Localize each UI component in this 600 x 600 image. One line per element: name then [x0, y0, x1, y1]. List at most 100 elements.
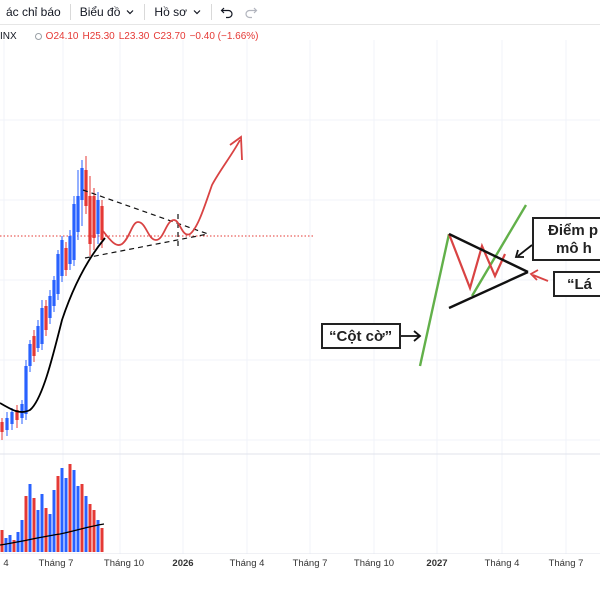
- indicators-label: ác chỉ báo: [6, 5, 61, 19]
- candle-body: [88, 196, 92, 244]
- breakout-point-label: Điểm p mô h: [532, 217, 600, 261]
- volume-bar: [68, 464, 72, 552]
- price-chart[interactable]: [0, 24, 600, 554]
- flag-pole-line: [418, 233, 451, 367]
- volume-bar: [76, 486, 80, 552]
- arrow-to-flag-icon: [529, 269, 549, 282]
- candle-body: [36, 326, 40, 348]
- candle-body: [20, 404, 24, 418]
- volume-bar: [12, 540, 16, 552]
- flag-label: “Lá: [553, 271, 600, 297]
- volume-bar: [64, 478, 68, 552]
- volume-bar: [40, 494, 44, 552]
- volume-ma-line: [0, 523, 105, 546]
- candle-body: [100, 206, 104, 240]
- chevron-down-icon: [193, 10, 201, 15]
- candle-body: [10, 412, 14, 424]
- candle-body: [28, 344, 32, 366]
- redo-icon: [245, 7, 258, 19]
- close-value: C23.70: [153, 31, 186, 42]
- x-axis-label: 4: [3, 558, 9, 569]
- profile-button[interactable]: Hồ sơ: [148, 1, 208, 23]
- undo-icon: [220, 7, 233, 19]
- candle-body: [84, 170, 88, 206]
- moving-average-line: [0, 237, 106, 413]
- toolbar-divider: [210, 4, 212, 20]
- indicators-button[interactable]: ác chỉ báo: [0, 1, 67, 23]
- flag-upper-line: [448, 232, 529, 274]
- x-axis-label: Tháng 4: [229, 558, 265, 569]
- top-toolbar: ác chỉ báo Biểu đồ Hồ sơ: [0, 0, 600, 25]
- volume-bar: [24, 496, 28, 552]
- x-axis-label: Tháng 10: [103, 558, 145, 569]
- volume-series: [0, 464, 104, 552]
- open-value: O24.10: [45, 31, 79, 42]
- volume-bar: [72, 470, 76, 552]
- candle-body: [0, 422, 4, 432]
- volume-bar: [4, 538, 8, 552]
- chevron-down-icon: [126, 10, 134, 15]
- pole-label: “Cột cờ”: [321, 323, 401, 349]
- volume-bar: [20, 520, 24, 552]
- toolbar-divider: [69, 4, 71, 20]
- candle-body: [32, 336, 36, 356]
- volume-bar: [32, 498, 36, 552]
- toolbar-divider: [144, 4, 146, 20]
- pole-label-text: “Cột cờ”: [329, 328, 393, 345]
- redo-button[interactable]: [239, 1, 263, 23]
- volume-bar: [88, 504, 92, 552]
- candle-body: [92, 196, 96, 238]
- candle-body: [64, 248, 68, 270]
- high-value: H25.30: [82, 31, 115, 42]
- volume-bar: [92, 510, 96, 552]
- volume-bar: [0, 530, 4, 552]
- x-axis-label: Tháng 10: [353, 558, 395, 569]
- volume-bar: [48, 514, 52, 552]
- ticker-label: INX: [0, 31, 17, 42]
- chart-type-label: Biểu đồ: [79, 5, 121, 19]
- arrow-to-breakout-icon: [514, 244, 533, 258]
- x-axis-label: Tháng 7: [548, 558, 584, 569]
- volume-bar: [28, 484, 32, 552]
- candle-body: [96, 200, 100, 234]
- candle-body: [72, 204, 76, 260]
- status-dot-icon: [34, 33, 42, 40]
- undo-button[interactable]: [215, 1, 239, 23]
- breakout-point-line1: Điểm p: [548, 222, 599, 239]
- candle-body: [48, 296, 52, 318]
- candle-body: [5, 418, 9, 430]
- candle-body: [80, 168, 84, 200]
- volume-bar: [44, 508, 48, 552]
- volume-bar: [52, 490, 56, 552]
- candle-body: [56, 254, 60, 294]
- candle-body: [44, 306, 48, 330]
- x-axis-label: 2026: [172, 558, 194, 569]
- x-axis-label: Tháng 4: [484, 558, 520, 569]
- forecast-path: [102, 139, 241, 246]
- x-axis-labels: 4 Tháng 7 Tháng 10 2026 Tháng 4 Tháng 7 Tháng …: [0, 554, 600, 574]
- candle-body: [15, 410, 19, 420]
- ohlc-legend: INX O24.10 H25.30 L23.30 C23.70 −0.40 (−…: [0, 31, 259, 42]
- flag-label-text: “Lá: [567, 276, 593, 293]
- volume-bar: [36, 510, 40, 552]
- forecast-arrow-icon: [229, 135, 243, 161]
- candle-body: [52, 280, 56, 306]
- profile-label: Hồ sơ: [154, 5, 187, 19]
- x-axis-label: 2027: [426, 558, 448, 569]
- candle-body: [76, 196, 80, 232]
- volume-bar: [80, 484, 84, 552]
- pennant-outline: [82, 189, 209, 259]
- flag-pattern-diagram: [401, 204, 549, 367]
- candle-body: [40, 308, 44, 344]
- candlestick-series: [0, 156, 104, 440]
- candle-body: [24, 366, 28, 414]
- flag-zigzag-line: [447, 233, 507, 292]
- volume-bar: [100, 528, 104, 552]
- chart-type-button[interactable]: Biểu đồ: [74, 1, 142, 23]
- low-value: L23.30: [118, 31, 150, 42]
- volume-bar: [96, 520, 100, 552]
- volume-bar: [60, 468, 64, 552]
- breakout-line: [470, 204, 528, 297]
- volume-bar: [84, 496, 88, 552]
- candle-body: [68, 236, 72, 264]
